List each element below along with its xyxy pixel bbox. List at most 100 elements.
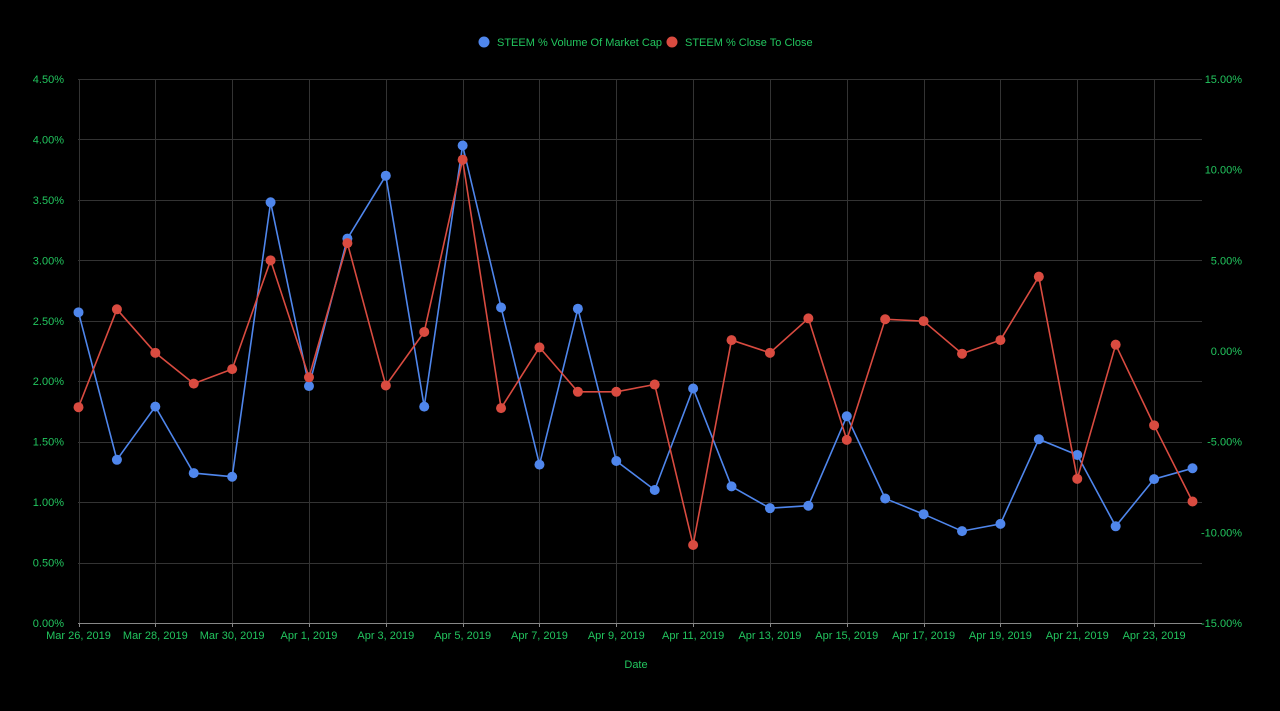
data-point[interactable]: [342, 238, 353, 249]
x-tick-label: Mar 30, 2019: [200, 630, 265, 642]
data-point[interactable]: [303, 372, 314, 383]
legend-marker: [478, 36, 490, 48]
data-point[interactable]: [880, 314, 891, 325]
data-point[interactable]: [688, 383, 699, 394]
left-tick-label: 3.00%: [33, 255, 64, 267]
data-point[interactable]: [918, 316, 929, 327]
data-point[interactable]: [1187, 496, 1198, 507]
x-tick-label: Apr 11, 2019: [662, 630, 724, 642]
data-point[interactable]: [726, 481, 737, 492]
data-point[interactable]: [419, 401, 430, 412]
data-point[interactable]: [457, 154, 468, 165]
data-point[interactable]: [649, 485, 660, 496]
left-tick-label: 2.50%: [33, 316, 64, 328]
right-tick-label: 10.00%: [1205, 165, 1243, 177]
data-point[interactable]: [1110, 339, 1121, 350]
x-tick-label: Mar 28, 2019: [123, 630, 188, 642]
data-point[interactable]: [995, 335, 1006, 346]
data-point[interactable]: [1187, 463, 1198, 474]
x-tick-label: Apr 23, 2019: [1123, 630, 1186, 642]
data-point[interactable]: [303, 381, 314, 392]
x-tick-label: Apr 9, 2019: [588, 630, 645, 642]
legend-item[interactable]: STEEM % Close To Close: [666, 36, 813, 50]
data-point[interactable]: [150, 401, 161, 412]
data-point[interactable]: [1072, 449, 1083, 460]
data-point[interactable]: [380, 380, 391, 391]
data-point[interactable]: [265, 255, 276, 266]
data-point[interactable]: [880, 493, 891, 504]
x-axis: Mar 26, 2019 Mar 28, 2019 Mar 30, 2019 Apr …: [46, 630, 1186, 642]
data-point[interactable]: [688, 540, 699, 551]
data-point[interactable]: [995, 518, 1006, 529]
series-line: [77, 145, 1193, 532]
data-point[interactable]: [611, 386, 622, 397]
data-point[interactable]: [764, 347, 775, 358]
data-point[interactable]: [227, 364, 238, 375]
legend-label: STEEM % Close To Close: [685, 37, 813, 49]
legend: STEEM % Volume Of Market Cap STEEM % Clos…: [478, 36, 813, 50]
left-tick-label: 4.50%: [33, 74, 64, 86]
x-tick-label: Apr 13, 2019: [738, 630, 801, 642]
series-layer: [73, 140, 1198, 551]
data-point[interactable]: [957, 526, 968, 537]
data-point[interactable]: [572, 386, 583, 397]
series-volume-of-market-cap: [73, 140, 1198, 537]
x-tick-label: Apr 19, 2019: [969, 630, 1032, 642]
data-point[interactable]: [150, 347, 161, 358]
data-point[interactable]: [534, 459, 545, 470]
data-point[interactable]: [611, 456, 622, 467]
data-point[interactable]: [188, 468, 199, 479]
data-point[interactable]: [572, 303, 583, 314]
legend-item[interactable]: STEEM % Volume Of Market Cap: [478, 36, 663, 50]
right-tick-label: -10.00%: [1201, 527, 1242, 539]
data-point[interactable]: [649, 379, 660, 390]
x-tick-label: Apr 21, 2019: [1046, 630, 1109, 642]
data-point[interactable]: [534, 342, 545, 353]
data-point[interactable]: [111, 304, 122, 315]
data-point[interactable]: [73, 402, 84, 413]
data-point[interactable]: [918, 509, 929, 520]
x-tick-label: Apr 17, 2019: [892, 630, 955, 642]
series-line: [77, 159, 1194, 546]
legend-label: STEEM % Volume Of Market Cap: [497, 37, 662, 49]
right-tick-label: 15.00%: [1205, 74, 1243, 86]
data-point[interactable]: [841, 411, 852, 422]
data-point[interactable]: [1072, 473, 1083, 484]
data-point[interactable]: [841, 434, 852, 445]
data-point[interactable]: [188, 378, 199, 389]
data-point[interactable]: [111, 454, 122, 465]
data-point[interactable]: [265, 197, 276, 208]
data-point[interactable]: [803, 313, 814, 324]
data-point[interactable]: [1149, 474, 1160, 485]
right-tick-label: 5.00%: [1211, 255, 1242, 267]
data-point[interactable]: [496, 302, 507, 313]
data-point[interactable]: [803, 500, 814, 511]
data-point[interactable]: [764, 503, 775, 514]
grid-lines: [78, 79, 1202, 627]
x-tick-label: Apr 7, 2019: [511, 630, 568, 642]
data-point[interactable]: [1033, 434, 1044, 445]
right-tick-label: 0.00%: [1211, 346, 1242, 358]
data-point[interactable]: [380, 170, 391, 181]
left-tick-label: 4.00%: [33, 134, 64, 146]
data-point[interactable]: [227, 471, 238, 482]
data-point[interactable]: [1110, 521, 1121, 532]
left-tick-label: 1.50%: [33, 437, 64, 449]
left-axis: 0.00% 0.50% 1.00% 1.50% 2.00% 2.50% 3.00% 3.50%…: [33, 74, 64, 630]
right-tick-label: -5.00%: [1207, 437, 1242, 449]
x-axis-title: Date: [624, 659, 647, 671]
data-point[interactable]: [457, 140, 468, 151]
data-point[interactable]: [1033, 271, 1044, 282]
left-tick-label: 0.00%: [33, 618, 64, 630]
left-tick-label: 3.50%: [33, 195, 64, 207]
data-point[interactable]: [73, 307, 84, 318]
data-point[interactable]: [496, 403, 507, 414]
x-tick-label: Apr 1, 2019: [281, 630, 338, 642]
data-point[interactable]: [957, 348, 968, 359]
data-point[interactable]: [1149, 420, 1160, 431]
data-point[interactable]: [419, 326, 430, 337]
left-tick-label: 2.00%: [33, 376, 64, 388]
data-point[interactable]: [726, 335, 737, 346]
